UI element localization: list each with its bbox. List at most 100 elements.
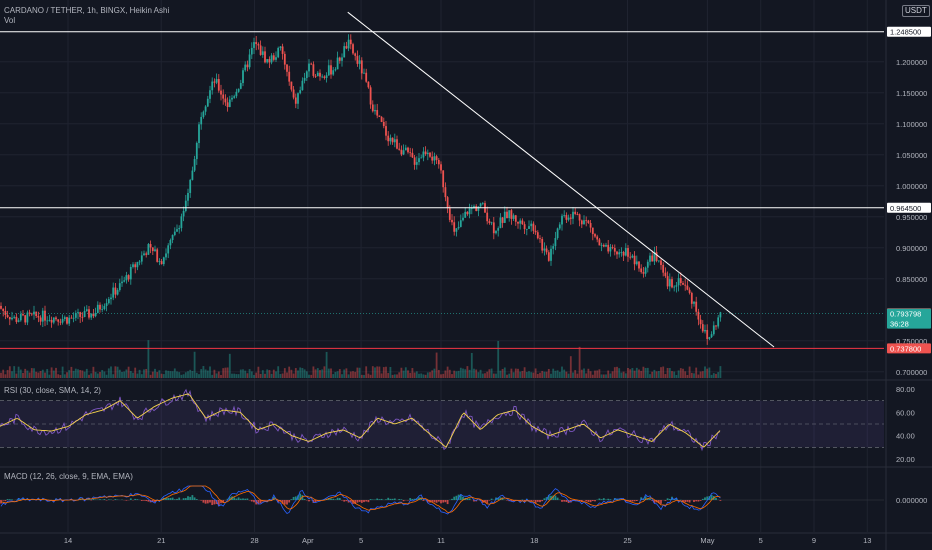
candle-body bbox=[134, 264, 137, 268]
volume-label[interactable]: Vol bbox=[4, 16, 16, 25]
macd-histogram-bar bbox=[550, 495, 552, 500]
rsi-title[interactable]: RSI (30, close, SMA, 14, 2) bbox=[4, 386, 101, 395]
volume-bar bbox=[567, 373, 570, 378]
candle-body bbox=[561, 215, 563, 225]
candle-body bbox=[693, 301, 695, 304]
volume-bar bbox=[499, 370, 502, 378]
macd-histogram-bar bbox=[481, 500, 484, 503]
candle-body bbox=[587, 220, 590, 224]
volume-bar bbox=[675, 374, 678, 378]
candle-body bbox=[649, 255, 651, 262]
volume-bar bbox=[554, 370, 557, 378]
candle-body bbox=[259, 45, 262, 55]
candle-body bbox=[567, 217, 570, 220]
volume-bar bbox=[272, 369, 275, 378]
volume-bar bbox=[640, 370, 643, 378]
rsi-tick-label: 40.00 bbox=[896, 432, 915, 441]
macd-histogram-bar bbox=[334, 499, 337, 500]
candle-body bbox=[389, 137, 392, 142]
volume-bar bbox=[290, 369, 293, 378]
candle-body bbox=[508, 210, 511, 219]
volume-bar bbox=[41, 369, 44, 378]
volume-bar bbox=[129, 371, 132, 378]
macd-histogram-bar bbox=[140, 500, 143, 501]
volume-bar bbox=[143, 369, 145, 378]
candle-body bbox=[396, 139, 398, 149]
candle-body bbox=[701, 324, 704, 332]
candles[interactable] bbox=[0, 34, 722, 345]
candle-body bbox=[543, 248, 546, 251]
candle-body bbox=[404, 147, 407, 151]
candle-body bbox=[580, 220, 583, 225]
rsi-pane[interactable]: 80.00 60.00 40.00 20.00 bbox=[0, 385, 915, 464]
volume-bar bbox=[514, 368, 517, 378]
macd-histogram-bar bbox=[580, 500, 583, 502]
macd-histogram-bar bbox=[633, 500, 636, 502]
volume-bar bbox=[633, 370, 636, 378]
volume-bar bbox=[356, 367, 359, 378]
candle-body bbox=[475, 205, 478, 211]
candle-body bbox=[666, 276, 669, 287]
macd-histogram-bar bbox=[602, 498, 605, 500]
price-tick-label: 1.100000 bbox=[896, 120, 927, 129]
candle-body bbox=[17, 320, 20, 322]
macd-histogram-bar bbox=[532, 500, 535, 501]
candle-body bbox=[558, 224, 561, 229]
macd-histogram-bar bbox=[189, 496, 192, 500]
candle-body bbox=[675, 285, 678, 287]
macd-histogram-bar bbox=[660, 500, 662, 504]
candle-body bbox=[682, 283, 684, 285]
macd-histogram-bar bbox=[46, 500, 49, 502]
macd-histogram-bar bbox=[706, 496, 709, 500]
volume-bar bbox=[653, 369, 656, 378]
candle-body bbox=[638, 261, 640, 269]
volume-bar bbox=[495, 373, 497, 378]
volume-bar bbox=[19, 369, 22, 378]
volume-bar bbox=[673, 371, 676, 378]
volume-bar bbox=[88, 374, 90, 378]
macd-histogram-bar bbox=[715, 497, 717, 500]
macd-histogram-bar bbox=[176, 498, 178, 500]
macd-histogram-bar bbox=[486, 500, 489, 504]
volume-bar bbox=[299, 367, 302, 378]
candle-body bbox=[48, 319, 51, 321]
overlay-lines[interactable] bbox=[0, 11, 884, 349]
candle-body bbox=[653, 252, 656, 262]
macd-histogram-bar bbox=[556, 497, 559, 500]
volume-bar bbox=[349, 371, 352, 378]
currency-badge[interactable]: USDT bbox=[902, 5, 930, 17]
macd-title[interactable]: MACD (12, 26, close, 9, EMA, EMA) bbox=[4, 472, 133, 481]
macd-pane[interactable]: 0.000000 bbox=[0, 485, 927, 515]
volume-bar bbox=[255, 372, 258, 378]
candle-body bbox=[605, 244, 607, 247]
volume-bar bbox=[682, 368, 684, 378]
candle-body bbox=[325, 75, 328, 78]
volume-bar bbox=[279, 373, 282, 378]
volume-bar bbox=[334, 372, 337, 378]
volume-bar bbox=[125, 369, 128, 378]
candle-body bbox=[19, 314, 22, 321]
volume-bar bbox=[521, 371, 524, 378]
candle-body bbox=[662, 264, 665, 273]
candle-body bbox=[286, 64, 288, 72]
volume-bar bbox=[257, 366, 260, 378]
candle-body bbox=[418, 158, 420, 163]
candle-body bbox=[92, 313, 95, 317]
time-tick-label: 5 bbox=[759, 536, 763, 545]
volume-bar bbox=[323, 366, 326, 378]
symbol-header[interactable]: CARDANO / TETHER, 1h, BINGX, Heikin Ashi bbox=[4, 6, 170, 15]
volume-bar bbox=[110, 366, 112, 378]
price-axis[interactable]: 1.200000 1.150000 1.100000 1.050000 1.000000… bbox=[887, 26, 931, 377]
volume-bar bbox=[15, 373, 18, 378]
candle-body bbox=[239, 83, 242, 89]
volume-bar bbox=[404, 367, 407, 378]
macd-tick-label: 0.000000 bbox=[896, 496, 927, 505]
candle-body bbox=[554, 238, 557, 247]
candle-body bbox=[187, 192, 189, 201]
time-axis[interactable]: 14 21 28 Apr 5 11 18 25 May 5 9 13 bbox=[64, 536, 872, 545]
macd-histogram-bar bbox=[288, 500, 291, 503]
macd-histogram-bar bbox=[281, 500, 284, 504]
volume-bar bbox=[409, 372, 412, 378]
candle-body bbox=[151, 247, 154, 252]
